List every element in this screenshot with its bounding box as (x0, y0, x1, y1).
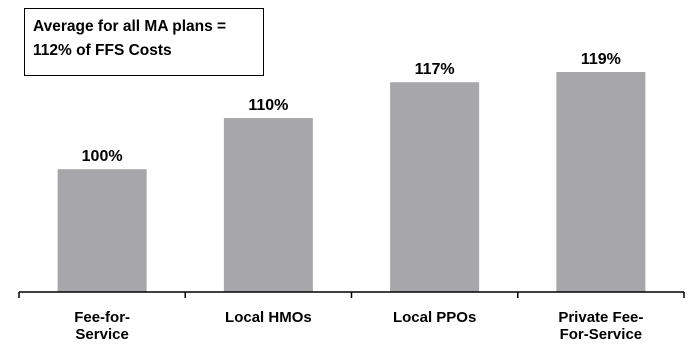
bars-group (57, 72, 646, 292)
bar (390, 82, 480, 292)
category-labels-group: Fee-for-Service Local HMOs Local PPOs Priva… (74, 309, 643, 343)
bar (223, 118, 313, 292)
category-label: Fee-for- (74, 309, 130, 326)
value-label: 110% (248, 97, 288, 114)
category-label: Private Fee- (558, 309, 643, 326)
category-label: Local HMOs (225, 309, 312, 326)
annotation-line-2: 112% of FFS Costs (33, 42, 172, 59)
bar (556, 72, 646, 292)
value-label: 100% (82, 148, 123, 165)
value-labels-group: 100% 110% 117% 119% (82, 51, 621, 165)
category-label: Local PPOs (393, 309, 476, 326)
annotation-line-1: Average for all MA plans = (33, 18, 227, 35)
category-label: For-Service (560, 326, 643, 343)
value-label: 119% (581, 51, 621, 68)
bar (57, 169, 147, 292)
x-axis (18, 291, 685, 298)
category-label: Service (75, 326, 128, 343)
annotation-box: Average for all MA plans = 112% of FFS C… (24, 8, 264, 76)
value-label: 117% (415, 61, 455, 78)
